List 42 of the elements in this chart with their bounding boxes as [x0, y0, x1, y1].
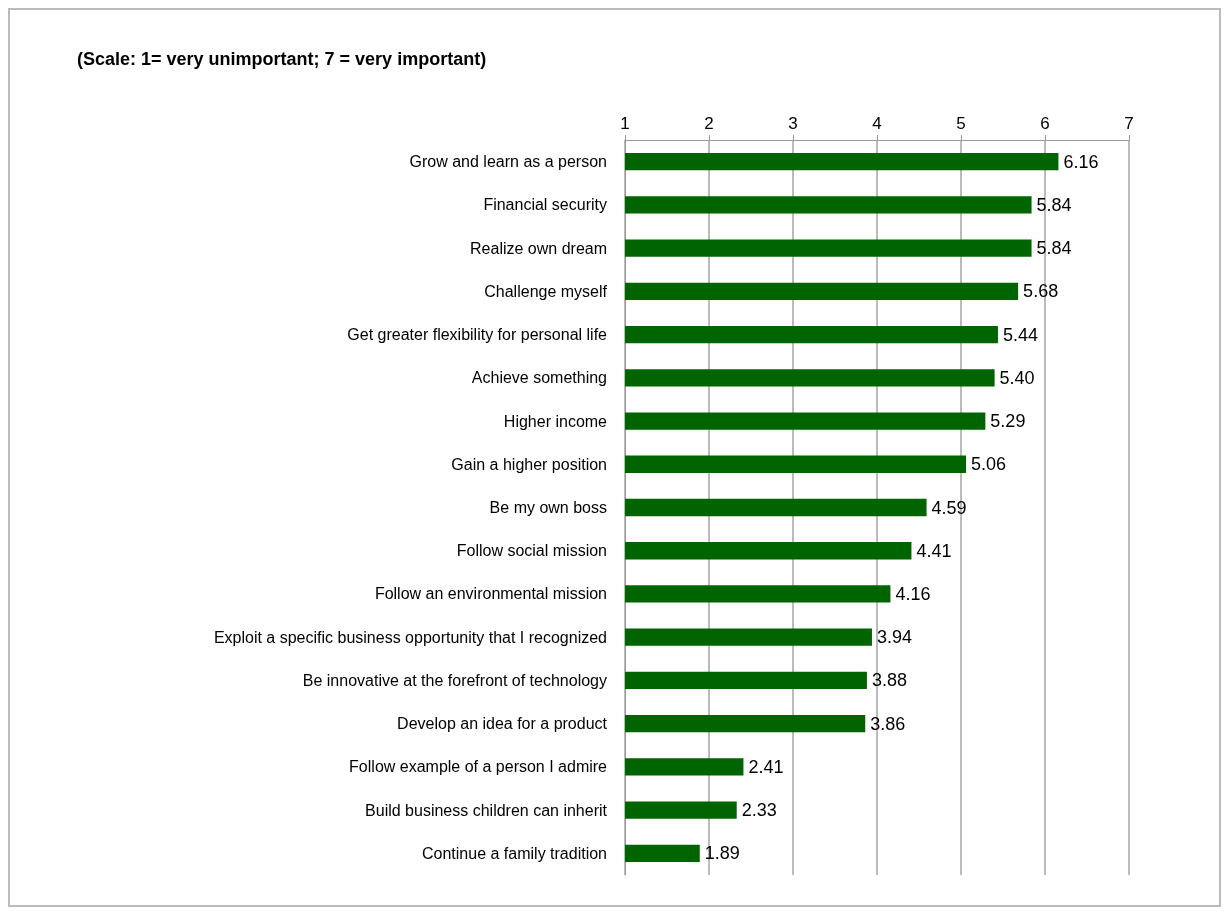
text: (Scale: 1= very unimportant; 7 = very important) — [77, 49, 487, 69]
data-label: 5.68 — [1023, 281, 1059, 302]
y-tick-label: Follow an environmental mission — [374, 585, 607, 603]
data-label: 1.89 — [704, 843, 740, 864]
y-tick-label: Be innovative at the forefront of technology — [302, 671, 607, 689]
data-label: 3.88 — [871, 670, 907, 691]
y-tick-label: Achieve something — [471, 369, 607, 387]
y-tick-label: Build business children can inherit — [365, 801, 608, 819]
y-tick-label: Challenge myself — [484, 282, 608, 300]
x-tick-label: 5 — [956, 114, 966, 133]
y-tick-label: Realize own dream — [470, 239, 607, 257]
y-tick-label: Follow example of a person I admire — [349, 758, 608, 776]
data-label: 5.06 — [971, 454, 1007, 475]
data-label: 5.29 — [990, 411, 1026, 432]
y-tick-label: Be my own boss — [489, 499, 607, 516]
y-tick-label: Get greater flexibility for personal life — [347, 326, 608, 344]
y-tick-label: Follow social mission — [456, 542, 607, 560]
data-label: 4.59 — [931, 497, 967, 518]
x-tick-label: 7 — [1124, 114, 1134, 133]
data-label: 2.41 — [748, 756, 784, 777]
y-tick-label: Higher income — [503, 412, 608, 430]
x-tick-label: 3 — [788, 114, 798, 133]
data-label: 6.16 — [1063, 151, 1099, 172]
x-tick-label: 4 — [872, 114, 882, 133]
x-tick-label: 2 — [704, 114, 714, 133]
y-tick-label: Continue a family tradition — [422, 844, 607, 862]
y-tick-label: Develop an idea for a product — [397, 715, 608, 733]
x-tick-label: 1 — [620, 114, 630, 133]
x-tick-label: 6 — [1040, 114, 1050, 133]
data-label: 5.84 — [1036, 238, 1072, 259]
data-label: 5.44 — [1002, 324, 1039, 345]
y-tick-label: Exploit a specific business opportunity that I recognized — [213, 628, 607, 646]
data-label: 4.16 — [895, 583, 931, 604]
data-label: 2.33 — [741, 800, 777, 821]
data-label: 4.41 — [916, 540, 952, 561]
data-label: 3.86 — [870, 713, 906, 734]
data-label: 3.94 — [876, 627, 913, 648]
data-label: 5.40 — [999, 367, 1035, 388]
y-tick-label: Grow and learn as a person — [409, 153, 607, 171]
y-tick-label: Financial security — [483, 196, 607, 214]
y-tick-label: Gain a higher position — [451, 455, 607, 473]
data-label: 5.84 — [1036, 194, 1072, 215]
